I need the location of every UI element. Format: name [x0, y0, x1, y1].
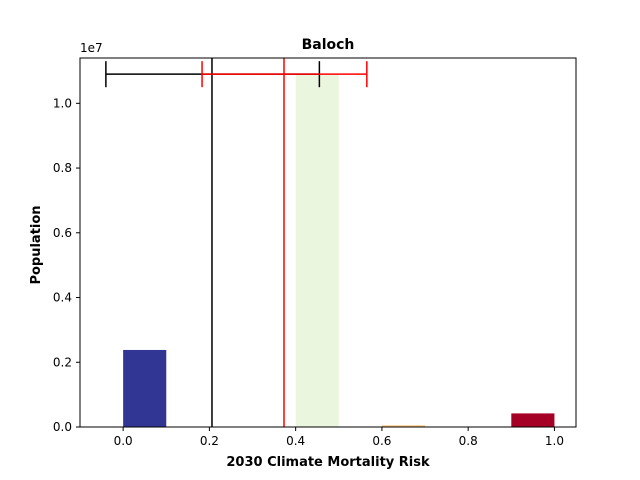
- y-tick-label: 1.0: [53, 96, 72, 110]
- y-tick-label: 0.0: [53, 420, 72, 434]
- bar-2: [381, 425, 426, 427]
- y-tick-label: 0.4: [53, 291, 72, 305]
- x-ticks: 0.0 0.2 0.4 0.6 0.8 1.0: [114, 427, 564, 448]
- x-tick-label: 0.0: [114, 434, 133, 448]
- bars-layer: [123, 74, 555, 428]
- x-axis-label: 2030 Climate Mortality Risk: [226, 455, 430, 470]
- reference-red: [201, 58, 368, 427]
- y-tick-label: 0.8: [53, 161, 72, 175]
- chart-title: Baloch: [302, 37, 355, 53]
- bar-3: [511, 413, 555, 427]
- reference-lines-layer: [105, 58, 368, 427]
- axes-frame: [79, 57, 577, 428]
- x-tick-label: 1.0: [545, 434, 564, 448]
- x-tick-label: 0.4: [286, 434, 305, 448]
- y-axis-label: Population: [29, 205, 44, 284]
- y-tick-label: 0.2: [53, 355, 72, 369]
- x-tick-label: 0.8: [459, 434, 478, 448]
- y-tick-label: 0.6: [53, 226, 72, 240]
- x-tick-label: 0.6: [372, 434, 391, 448]
- y-offset-text: 1e7: [80, 41, 103, 55]
- bar-0: [123, 349, 167, 427]
- x-tick-label: 0.2: [200, 434, 219, 448]
- bar-1: [295, 74, 339, 428]
- y-ticks: 0.0 0.2 0.4 0.6 0.8 1.0: [53, 96, 80, 434]
